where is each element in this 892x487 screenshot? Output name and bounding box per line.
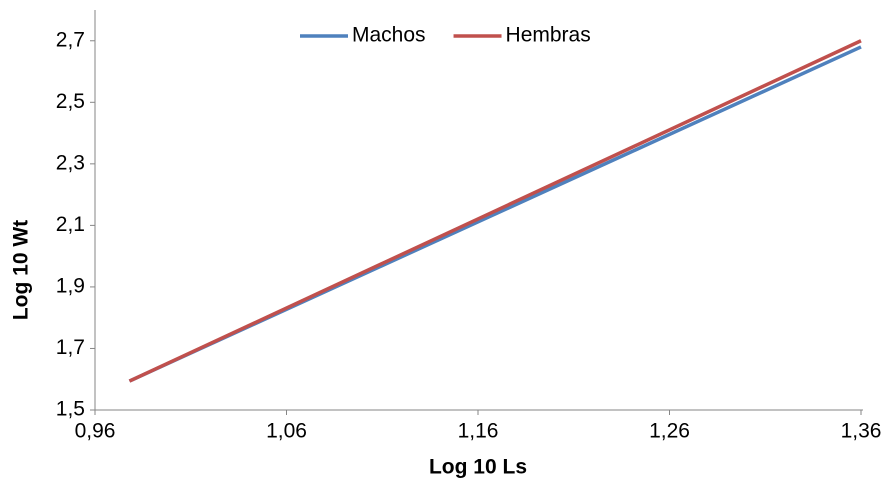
y-axis-title: Log 10 Wt: [10, 220, 33, 320]
x-tick-label: 0,96: [75, 420, 116, 443]
x-tick-label: 1,26: [649, 420, 690, 443]
x-tick-label: 1,16: [458, 420, 499, 443]
y-tick-label: 1,7: [56, 336, 85, 359]
x-tick-label: 1,36: [841, 420, 882, 443]
y-tick-label: 1,5: [56, 398, 85, 421]
y-tick-label: 1,9: [56, 274, 85, 297]
legend-label: Machos: [352, 24, 426, 47]
x-tick-label: 1,06: [266, 420, 307, 443]
y-tick-label: 2,7: [56, 28, 85, 51]
x-axis-title: Log 10 Ls: [429, 456, 527, 479]
y-tick-label: 2,3: [56, 151, 85, 174]
y-tick-label: 2,1: [56, 213, 85, 236]
legend-label: Hembras: [506, 24, 591, 47]
series-line: [128, 39, 862, 383]
y-tick-label: 2,5: [56, 90, 85, 113]
